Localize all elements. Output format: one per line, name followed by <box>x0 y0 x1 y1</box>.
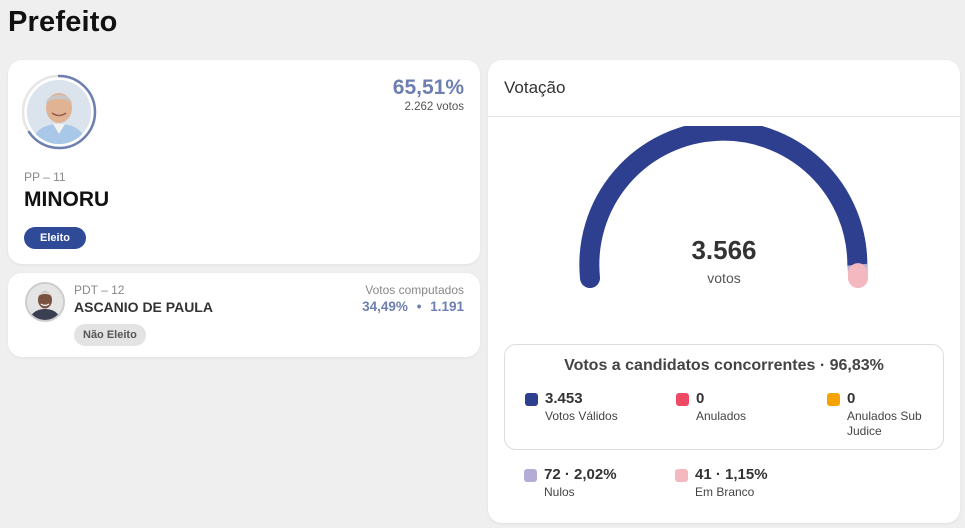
computed-votes-values: 34,49% • 1.191 <box>362 299 464 314</box>
votacao-header: Votação <box>504 78 566 97</box>
legend-value: 0 <box>847 390 856 407</box>
candidate-name: MINORU <box>24 188 110 211</box>
status-badge-elected: Eleito <box>24 227 86 249</box>
candidate-photo <box>25 282 65 322</box>
winner-percent: 65,51% <box>392 76 464 99</box>
legend-swatch <box>827 393 840 406</box>
separator-dot: • <box>416 299 422 314</box>
legend-label: Anulados <box>696 409 747 423</box>
vote-share-ring <box>21 74 97 150</box>
status-badge-not-elected: Não Eleito <box>74 324 146 346</box>
legend-swatch <box>676 393 689 406</box>
page-title: Prefeito <box>8 6 118 38</box>
second-percent: 34,49% <box>362 299 408 314</box>
gauge-total-unit: votos <box>707 270 741 286</box>
candidate-photo <box>27 80 91 144</box>
legend-value: 41 · 1,15% <box>695 466 768 483</box>
legend-value: 72 · 2,02% <box>544 466 617 483</box>
gauge-total-votes: 3.566 <box>691 235 757 265</box>
candidate-card-second[interactable]: PDT – 12 ASCANIO DE PAULA Não Eleito Vot… <box>8 273 480 357</box>
legend-label: Votos Válidos <box>545 409 618 423</box>
second-votes: 1.191 <box>430 299 464 314</box>
candidate-card-winner[interactable]: 65,51% 2.262 votos PP – 11 MINORU Eleito <box>8 60 480 264</box>
candidate-name: ASCANIO DE PAULA <box>74 299 213 315</box>
legend-swatch <box>675 469 688 482</box>
computed-votes-label: Votos computados <box>365 283 464 297</box>
gauge-segment-votos-válidos <box>579 126 868 288</box>
legend-label: Anulados Sub Judice <box>847 409 922 438</box>
legend-label: Em Branco <box>695 485 755 499</box>
legend-value: 0 <box>696 390 705 407</box>
avatar-ring <box>21 74 97 150</box>
legend-swatch <box>525 393 538 406</box>
party-number: PDT – 12 <box>74 283 125 297</box>
legend-label: Nulos <box>544 485 575 499</box>
party-number: PP – 11 <box>24 170 66 184</box>
winner-votes: 2.262 votos <box>404 101 464 113</box>
concorrentes-title: Votos a candidatos concorrentes · 96,83% <box>564 357 884 374</box>
legend-value: 3.453 <box>545 390 583 407</box>
votacao-card: Votação 3.566 votos Votos a candidatos c… <box>488 60 960 523</box>
concorrentes-box: Votos a candidatos concorrentes · 96,83%… <box>504 344 944 450</box>
legend-swatch <box>524 469 537 482</box>
header-divider <box>488 116 960 117</box>
votes-gauge <box>579 126 869 288</box>
